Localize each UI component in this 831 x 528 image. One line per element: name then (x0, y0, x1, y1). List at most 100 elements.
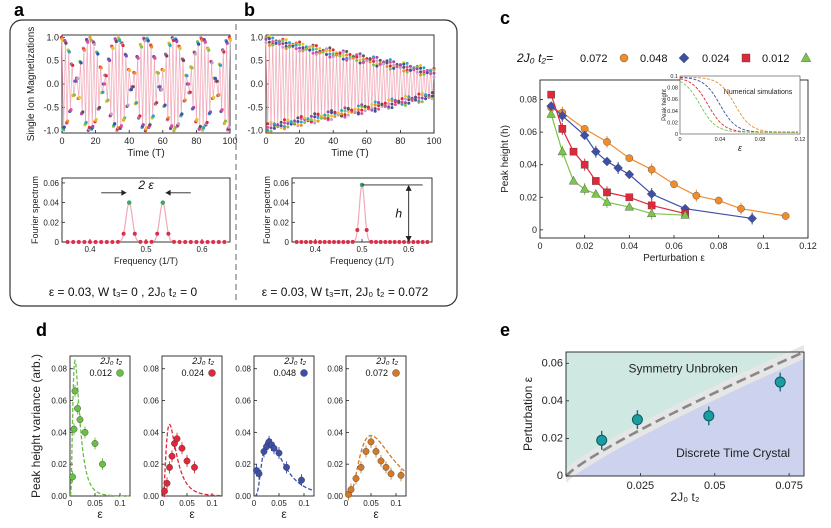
c-inset-ytick: 0.08 (667, 86, 678, 92)
d0-ytick-label: 0.02 (51, 460, 67, 469)
b-top-point (319, 114, 323, 118)
b-top-point (264, 41, 268, 45)
a_bottom-spectrum-point (76, 240, 81, 244)
d-point (183, 457, 191, 465)
b-top-point (331, 55, 335, 59)
d3-axes-frame (345, 355, 407, 497)
a_bottom-spectrum-point (116, 239, 120, 244)
b-top-point (301, 46, 305, 50)
a-top-point (210, 61, 214, 65)
ab-frame (9, 19, 458, 307)
b_bottom-spectrum-point (318, 240, 322, 244)
a-top-point (97, 105, 102, 110)
c-legend-marker (741, 53, 751, 63)
b-top-point (403, 94, 407, 98)
a-top-point (183, 98, 187, 102)
a-top-point (82, 48, 87, 52)
b_bottom-spectrum-point (369, 239, 374, 244)
b-top-point (415, 67, 419, 71)
b-top-point (392, 60, 396, 64)
b_bottom-axes-frame (291, 177, 433, 243)
a-top-point (87, 125, 92, 130)
b-top-point (330, 117, 334, 121)
a_bottom-peak-point (160, 200, 165, 205)
b-top-point (346, 113, 350, 117)
b-top-point (296, 122, 300, 126)
b-top-point (378, 58, 382, 62)
b_top-ytick-label: -1.0 (247, 126, 263, 136)
b-top-point (345, 49, 349, 53)
b_bottom-ylabel: Fourier spectrum (262, 176, 272, 244)
a-top-point (212, 95, 216, 100)
d-point (69, 473, 76, 481)
b-bottom-arrowhead-bottom (405, 236, 412, 242)
a-top-point (134, 101, 139, 105)
c-point (781, 212, 790, 220)
c-inset-ytick: 0.04 (667, 109, 678, 115)
b-top-point (326, 114, 330, 118)
b-top-point (373, 109, 377, 113)
c-point (747, 213, 757, 224)
d-point (362, 448, 370, 455)
d1-xtick-label: 0.1 (206, 499, 218, 508)
b_top-ytick-label: 0.5 (250, 56, 263, 66)
c-point (624, 169, 635, 180)
a_bottom-spectrum-point (121, 231, 126, 236)
a-top-point (180, 112, 184, 116)
d-legend-prefix: 2J₀ t₂ (191, 356, 214, 366)
a-top-point (176, 122, 181, 126)
b-top-point (395, 65, 399, 69)
e-region-upper (566, 352, 804, 476)
d2-ytick-label: 0.02 (235, 460, 251, 469)
a-top-point (74, 79, 78, 83)
b-top-point (343, 113, 347, 117)
a-top-point (223, 119, 228, 123)
d0-xtick-label: 0.05 (87, 499, 103, 508)
b-top-point (425, 71, 429, 75)
b-top-point (316, 115, 320, 119)
b-top-point (402, 69, 406, 73)
d-point (99, 460, 106, 468)
b-top-point (430, 94, 434, 98)
a_bottom-spectrum-point (104, 240, 109, 244)
b_bottom-spectrum-point (402, 240, 406, 244)
c-point (670, 180, 678, 189)
panel-label-b: b (244, 0, 255, 20)
c-ytick-label: 0.06 (519, 127, 537, 137)
a-top-point (193, 52, 197, 56)
b-top-point (271, 43, 275, 47)
a-top-point (222, 50, 226, 54)
b-top-point (298, 46, 302, 50)
c-xtick-label: 0.08 (710, 241, 728, 251)
c-legend-label: 0.012 (762, 53, 790, 65)
d2-xtick-label: 0.1 (298, 499, 310, 508)
b-top-point (266, 122, 270, 126)
c-inset-curve (679, 80, 799, 133)
b_bottom-spectrum-point (420, 240, 425, 244)
e-xtick-label: 0.05 (704, 480, 725, 492)
b-top-point (361, 57, 365, 61)
b-top-point (363, 109, 367, 113)
b-top-point (269, 120, 273, 124)
b-top-point (330, 109, 334, 113)
d1-xlabel: ε (189, 507, 195, 521)
a-top-point (227, 125, 231, 129)
b-top-point (393, 103, 397, 107)
b-top-point (277, 42, 281, 46)
chart-d: 0 0.05 0.1 0.00 0.02 0.04 0.06 0.08 ε Peak height… (29, 354, 407, 521)
b-top-point (299, 123, 303, 127)
b-top-point (390, 97, 394, 101)
b-top-point (429, 69, 433, 73)
b-top-point (316, 112, 320, 116)
a-top-point (197, 42, 201, 46)
b-top-point (282, 121, 286, 125)
a_bottom-spectrum-line (67, 201, 228, 243)
b-top-point (328, 52, 332, 56)
b-top-point (330, 114, 334, 118)
c-point (603, 188, 611, 197)
b-top-point (403, 97, 407, 101)
b-top-point (296, 119, 300, 123)
c-point (592, 177, 600, 185)
a-top-point (141, 123, 145, 127)
a_bottom-xtick-label: 0.4 (84, 245, 96, 254)
